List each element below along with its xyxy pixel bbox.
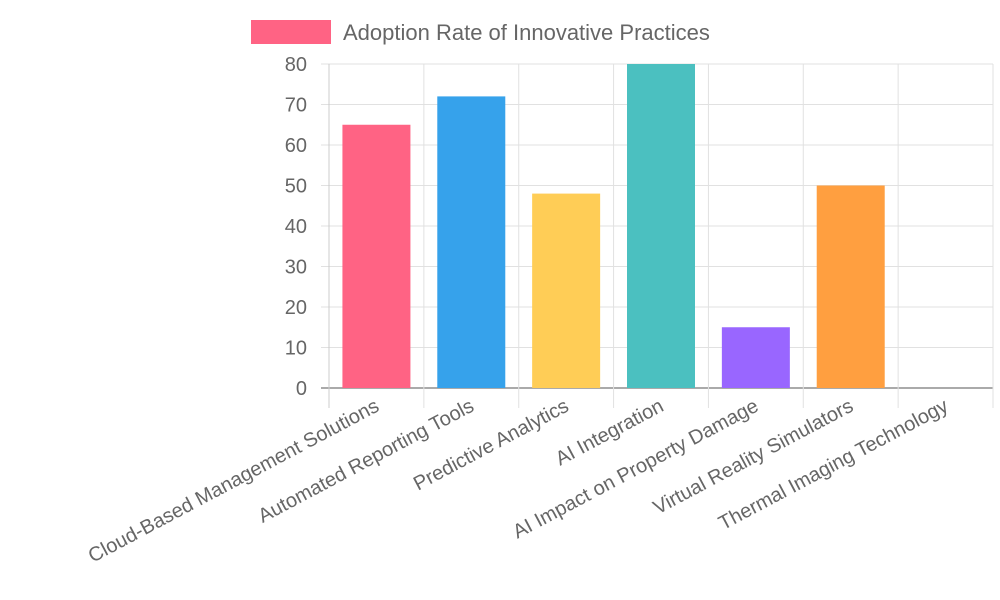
bars — [342, 64, 885, 389]
y-tick-label: 20 — [285, 297, 307, 319]
legend[interactable]: Adoption Rate of Innovative Practices — [251, 20, 710, 45]
bar — [342, 124, 411, 388]
x-tick-label: Predictive Analytics — [410, 395, 572, 495]
y-tick-label: 0 — [296, 378, 307, 400]
y-tick-label: 80 — [285, 54, 307, 76]
y-tick-label: 50 — [285, 176, 307, 198]
legend-swatch — [251, 20, 331, 44]
bar — [721, 327, 790, 388]
x-axis: Cloud-Based Management SolutionsAutomate… — [85, 395, 952, 567]
bar — [816, 185, 885, 388]
y-tick-label: 70 — [285, 95, 307, 117]
y-tick-label: 30 — [285, 257, 307, 279]
bar — [437, 96, 506, 389]
y-tick-label: 40 — [285, 216, 307, 238]
bar — [627, 64, 695, 388]
legend-label: Adoption Rate of Innovative Practices — [343, 20, 710, 45]
y-axis: 0 10 20 30 40 50 60 70 80 — [285, 54, 307, 400]
bar — [532, 193, 601, 388]
y-tick-label: 60 — [285, 135, 307, 157]
y-tick-label: 10 — [285, 338, 307, 360]
